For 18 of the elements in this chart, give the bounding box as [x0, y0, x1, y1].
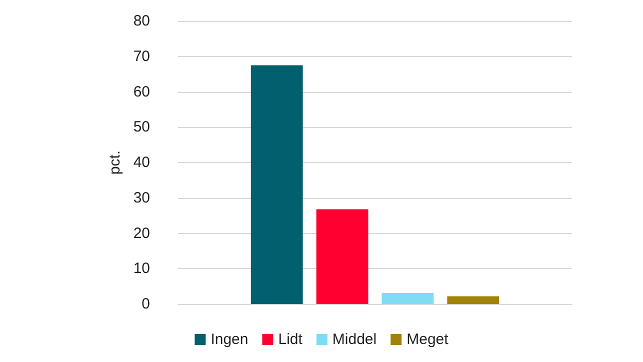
y-tick-label: 80: [133, 12, 150, 30]
legend-label: Meget: [406, 331, 450, 348]
y-tick-label: 20: [133, 224, 150, 242]
y-tick-label: 10: [133, 260, 150, 278]
y-tick-label: 60: [133, 83, 150, 100]
y-tick-label: 40: [133, 154, 150, 171]
legend-label: Middel: [332, 331, 377, 348]
y-axis-title: pct.: [106, 150, 124, 175]
y-tick-label: 70: [133, 48, 150, 65]
y-tick-label: 30: [133, 189, 150, 206]
bar: [316, 209, 368, 304]
legend-label: Lidt: [278, 331, 304, 348]
y-tick-label: 50: [133, 118, 150, 136]
bar: [382, 293, 434, 304]
y-tick-label: 0: [142, 296, 150, 312]
bar: [447, 296, 500, 304]
legend-label: Ingen: [210, 331, 248, 348]
bar: [250, 65, 303, 304]
